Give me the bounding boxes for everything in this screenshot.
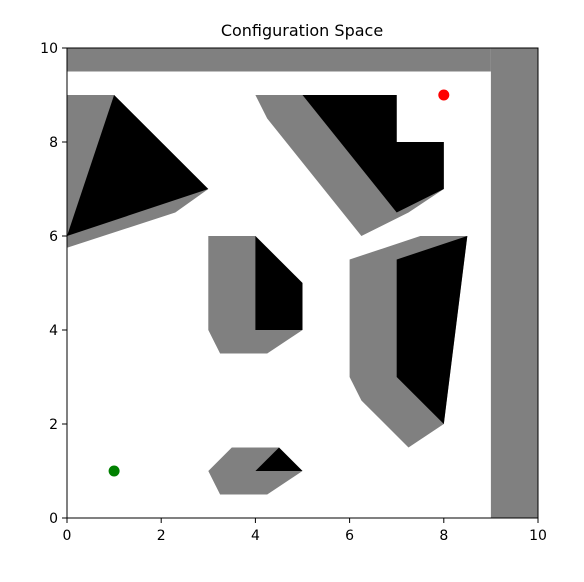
x-tick-label: 2 <box>157 528 166 544</box>
x-tick-label: 4 <box>251 528 260 544</box>
obstacle-triangle-top-left <box>67 95 209 236</box>
y-axis: 0 2 4 6 8 10 <box>40 41 67 527</box>
x-tick-label: 0 <box>63 528 72 544</box>
y-tick-label: 6 <box>49 229 58 245</box>
obstacle-triangle-bottom <box>255 447 303 471</box>
c-space-region-boundary-top <box>67 48 491 72</box>
x-tick-label: 8 <box>439 528 448 544</box>
start-point <box>108 465 120 477</box>
y-tick-label: 10 <box>40 41 58 57</box>
y-tick-label: 4 <box>49 323 58 339</box>
plot-area <box>66 47 539 519</box>
x-tick-label: 6 <box>345 528 354 544</box>
point-layer <box>108 89 450 477</box>
c-space-region-boundary-right <box>490 48 538 518</box>
x-tick-label: 10 <box>529 528 547 544</box>
obstacle-polygon-top-center <box>302 95 444 213</box>
y-tick-label: 0 <box>49 511 58 527</box>
goal-point <box>438 89 450 101</box>
chart-title: Configuration Space <box>221 21 383 40</box>
obstacle-quad-center <box>255 236 303 330</box>
y-tick-label: 8 <box>49 135 58 151</box>
obstacle-layer <box>67 95 468 471</box>
plot-frame <box>66 47 539 519</box>
obstacle-quad-right <box>396 236 468 424</box>
y-tick-label: 2 <box>49 417 58 433</box>
x-axis: 0 2 4 6 8 10 <box>63 518 547 544</box>
